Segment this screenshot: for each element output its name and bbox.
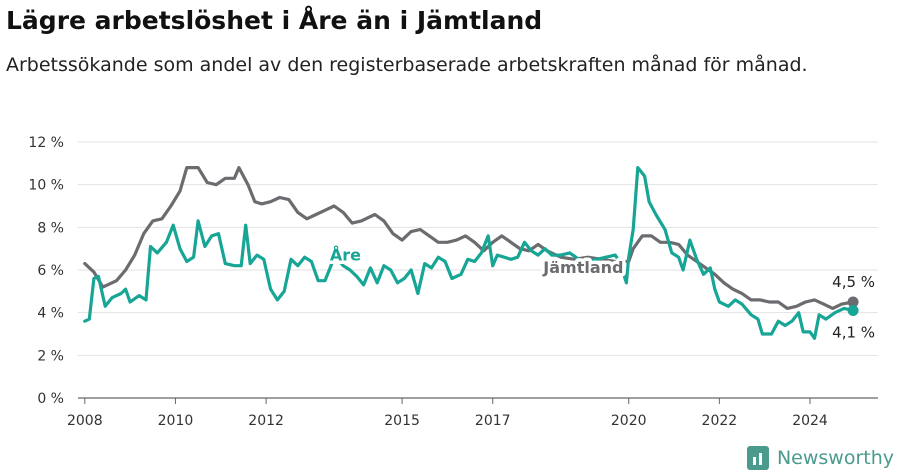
series-lines xyxy=(83,166,855,340)
y-tick-label: 8 % xyxy=(37,220,64,236)
y-tick-label: 12 % xyxy=(28,135,64,151)
y-tick-label: 6 % xyxy=(37,263,64,279)
series-name-label-jamtland: Jämtland xyxy=(542,258,623,277)
series-line-are xyxy=(83,166,855,340)
x-tick-label: 2010 xyxy=(158,413,194,429)
x-tick-label: 2022 xyxy=(702,413,738,429)
x-tick-label: 2015 xyxy=(384,413,420,429)
y-tick-label: 2 % xyxy=(37,348,64,364)
end-value-label-are: 4,1 % xyxy=(832,324,875,342)
end-value-label-jamtland: 4,5 % xyxy=(832,273,875,291)
y-tick-label: 0 % xyxy=(37,391,64,407)
bar-chart-icon xyxy=(746,446,769,470)
brand-footer: Newsworthy xyxy=(746,446,894,470)
y-axis-tick-labels: 0 % 2 % 4 % 6 % 8 % 10 % 12 % xyxy=(28,135,64,407)
brand-name: Newsworthy xyxy=(776,447,894,469)
series-name-label-are: Åre xyxy=(330,245,361,264)
x-tick-label: 2024 xyxy=(792,413,828,429)
x-axis: 2008 2010 2012 2015 2017 2020 2022 2024 xyxy=(67,397,878,429)
series-name-halo: Åre xyxy=(330,245,361,264)
chart-title: Lägre arbetslöshet i Åre än i Jämtland xyxy=(6,6,543,35)
end-point-are xyxy=(847,305,859,317)
series-name-halo: Jämtland xyxy=(542,258,623,277)
series-line-jamtland xyxy=(83,166,855,310)
series-end-markers xyxy=(847,296,859,317)
chart-subtitle: Arbetssökande som andel av den registerb… xyxy=(6,54,808,76)
y-tick-label: 4 % xyxy=(37,306,64,322)
end-point-jamtland xyxy=(847,296,859,308)
x-tick-label: 2008 xyxy=(67,413,103,429)
x-tick-label: 2017 xyxy=(475,413,511,429)
y-tick-label: 10 % xyxy=(28,178,64,194)
x-tick-label: 2020 xyxy=(611,413,647,429)
x-tick-label: 2012 xyxy=(248,413,284,429)
